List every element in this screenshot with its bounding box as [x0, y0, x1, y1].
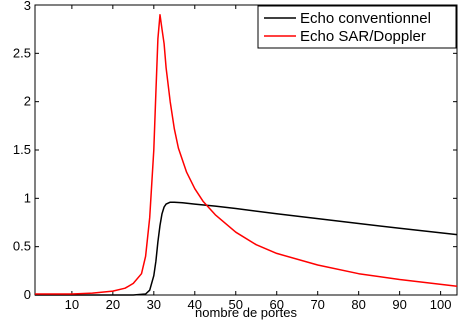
legend-box [257, 5, 457, 49]
x-tick-label: 20 [106, 297, 120, 312]
x-tick-label: 80 [351, 297, 365, 312]
x-tick-label: 100 [430, 297, 452, 312]
legend-label: Echo conventionnel [300, 10, 431, 27]
y-tick-label: 3 [24, 0, 31, 13]
x-tick-label: 10 [65, 297, 79, 312]
y-tick-label: 1 [24, 190, 31, 205]
y-tick-label: 0.5 [13, 239, 31, 254]
y-tick-label: 2.5 [13, 45, 31, 60]
series-layer [35, 13, 458, 296]
y-tick-label: 0 [24, 287, 31, 302]
x-tick-label: 60 [269, 297, 283, 312]
axis-ticks: 10 20 30 40 50 60 70 80 90 100 0 0.5 1 1.5 2 2.5 3 [13, 0, 457, 312]
x-tick-label: 90 [392, 297, 406, 312]
x-tick-label: 30 [147, 297, 161, 312]
y-tick-label: 1.5 [13, 142, 31, 157]
y-tick-label: 2 [24, 94, 31, 109]
x-tick-label: 50 [229, 297, 243, 312]
series-line-echo-sar-doppler [35, 13, 458, 295]
series-line-echo-conventionnel [35, 201, 458, 296]
plot-area [34, 4, 458, 296]
x-tick-label: 40 [188, 297, 202, 312]
legend-label: Echo SAR/Doppler [300, 28, 426, 45]
x-axis-label: nombre de portes [195, 305, 297, 320]
x-tick-label: 70 [310, 297, 324, 312]
